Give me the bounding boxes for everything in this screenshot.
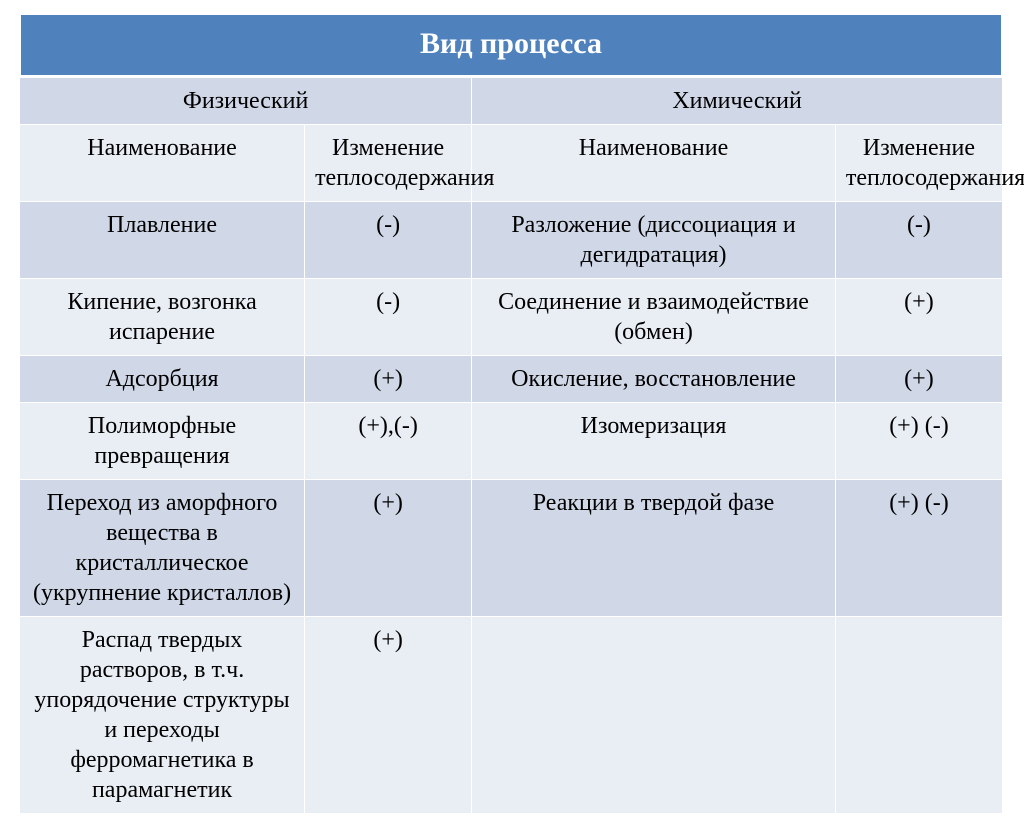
chem-sign-cell xyxy=(835,616,1002,813)
phys-name-cell: Кипение, возгонка испарение xyxy=(20,278,305,355)
phys-name-cell: Распад твердых растворов, в т.ч. упорядо… xyxy=(20,616,305,813)
chem-name-cell: Окисление, восстановление xyxy=(472,355,836,402)
chem-sign-cell: (+) (-) xyxy=(835,479,1002,616)
phys-name-cell: Переход из аморфного вещества в кристалл… xyxy=(20,479,305,616)
table-row: Переход из аморфного вещества в кристалл… xyxy=(20,479,1003,616)
phys-sign-cell: (+),(-) xyxy=(305,402,472,479)
group-header-row: Физический Химический xyxy=(20,76,1003,124)
chem-sign-cell: (+) (-) xyxy=(835,402,1002,479)
chem-name-cell xyxy=(472,616,836,813)
process-table-container: Вид процесса Физический Химический Наиме… xyxy=(0,0,1024,828)
chem-name-cell: Разложение (диссоциация и дегидратация) xyxy=(472,201,836,278)
chem-name-cell: Реакции в твердой фазе xyxy=(472,479,836,616)
phys-name-cell: Плавление xyxy=(20,201,305,278)
process-table: Вид процесса Физический Химический Наиме… xyxy=(18,14,1004,814)
chem-sign-cell: (-) xyxy=(835,201,1002,278)
chem-sign-cell: (+) xyxy=(835,278,1002,355)
group-header-chemical: Химический xyxy=(472,76,1003,124)
table-row: Полиморфные превращения (+),(-) Изомериз… xyxy=(20,402,1003,479)
phys-sign-cell: (+) xyxy=(305,616,472,813)
chem-name-cell: Изомеризация xyxy=(472,402,836,479)
chem-name-cell: Соединение и взаимодействие (обмен) xyxy=(472,278,836,355)
table-row: Кипение, возгонка испарение (-) Соединен… xyxy=(20,278,1003,355)
table-row: Плавление (-) Разложение (диссоциация и … xyxy=(20,201,1003,278)
phys-sign-cell: (-) xyxy=(305,201,472,278)
phys-name-cell: Полиморфные превращения xyxy=(20,402,305,479)
group-header-physical: Физический xyxy=(20,76,472,124)
phys-sign-cell: (+) xyxy=(305,479,472,616)
sub-header-phys-sign: Изменение теплосодержания xyxy=(305,124,472,201)
table-row: Распад твердых растворов, в т.ч. упорядо… xyxy=(20,616,1003,813)
sub-header-row: Наименование Изменение теплосодержания Н… xyxy=(20,124,1003,201)
phys-sign-cell: (+) xyxy=(305,355,472,402)
title-row: Вид процесса xyxy=(20,15,1003,77)
table-row: Адсорбция (+) Окисление, восстановление … xyxy=(20,355,1003,402)
sub-header-phys-name: Наименование xyxy=(20,124,305,201)
phys-sign-cell: (-) xyxy=(305,278,472,355)
phys-name-cell: Адсорбция xyxy=(20,355,305,402)
sub-header-chem-sign: Изменение теплосодержания xyxy=(835,124,1002,201)
sub-header-chem-name: Наименование xyxy=(472,124,836,201)
chem-sign-cell: (+) xyxy=(835,355,1002,402)
table-title: Вид процесса xyxy=(20,15,1003,77)
